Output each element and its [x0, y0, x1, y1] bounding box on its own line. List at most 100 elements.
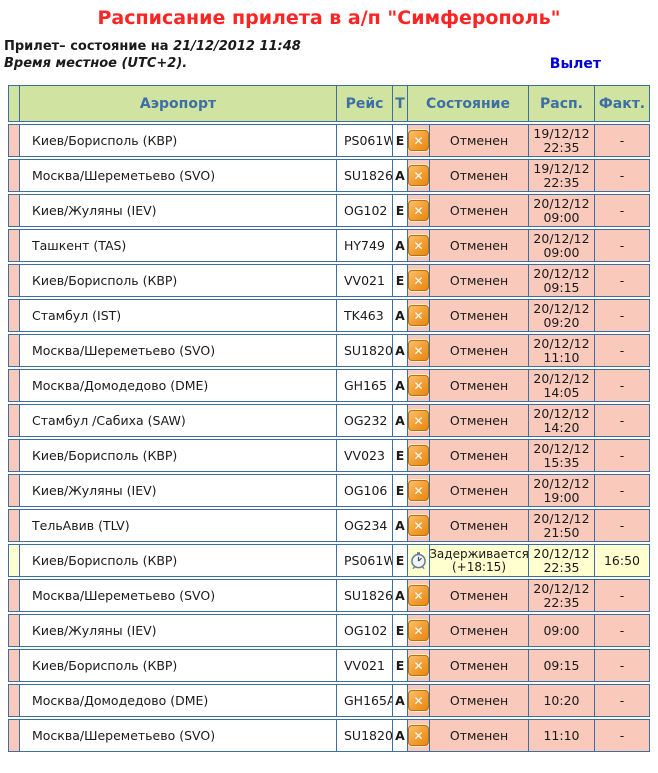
actual-cell: - [595, 265, 649, 296]
table-row: Москва/Шереметьево (SVO) SU1820 A ✕ Отме… [8, 719, 650, 752]
status-cell: Задерживается (+18:15) [430, 545, 528, 576]
cancel-x-icon: ✕ [408, 585, 429, 606]
departures-link[interactable]: Вылет [549, 56, 601, 72]
table-row: Стамбул (IST) TK463 A ✕ Отменен 20/12/12… [8, 299, 650, 332]
status-icon-cell: ✕ [408, 335, 429, 366]
flight-cell: SU1820 [337, 335, 392, 366]
actual-cell: - [595, 160, 649, 191]
flight-cell: OG102 [337, 195, 392, 226]
status-icon-cell: ✕ [408, 370, 429, 401]
table-row: Киев/Борисполь (КВР) PS061W E Задерживае… [8, 544, 650, 577]
status-cell: Отменен [430, 580, 528, 611]
table-row: Киев/Жуляны (IEV) OG106 E ✕ Отменен 20/1… [8, 474, 650, 507]
type-cell: A [393, 685, 407, 716]
airport-cell: ТельАвив (TLV) [20, 510, 336, 541]
row-status-stripe [9, 160, 19, 191]
airport-cell: Москва/Домодедово (DME) [20, 685, 336, 716]
table-row: Ташкент (TAS) HY749 A ✕ Отменен 20/12/12… [8, 229, 650, 262]
flight-cell: OG232 [337, 405, 392, 436]
actual-cell: - [595, 580, 649, 611]
cancel-x-icon: ✕ [408, 305, 429, 326]
flight-cell: HY749 [337, 230, 392, 261]
flight-cell: SU1820 [337, 720, 392, 751]
airport-cell: Стамбул /Сабиха (SAW) [20, 405, 336, 436]
flight-cell: PS061W [337, 125, 392, 156]
status-cell: Отменен [430, 615, 528, 646]
scheduled-cell: 20/12/12 21:50 [529, 510, 594, 541]
table-row: Москва/Домодедово (DME) GH165A A ✕ Отмен… [8, 684, 650, 717]
status-cell: Отменен [430, 475, 528, 506]
airport-cell: Москва/Домодедово (DME) [20, 370, 336, 401]
scheduled-cell: 20/12/12 09:20 [529, 300, 594, 331]
airport-cell: Киев/Жуляны (IEV) [20, 615, 336, 646]
status-icon-cell: ✕ [408, 125, 429, 156]
status-cell: Отменен [430, 370, 528, 401]
header-scheduled: Расп. [529, 86, 594, 121]
status-line: Прилет– состояние на 21/12/2012 11:48 [4, 38, 658, 55]
scheduled-cell: 20/12/12 09:00 [529, 230, 594, 261]
flight-cell: VV023 [337, 440, 392, 471]
type-cell: A [393, 370, 407, 401]
cancel-x-icon: ✕ [408, 375, 429, 396]
cancel-x-icon: ✕ [408, 620, 429, 641]
row-status-stripe [9, 475, 19, 506]
type-cell: E [393, 265, 407, 296]
type-cell: E [393, 615, 407, 646]
scheduled-cell: 20/12/12 09:00 [529, 195, 594, 226]
scheduled-cell: 10:20 [529, 685, 594, 716]
actual-cell: - [595, 720, 649, 751]
row-status-stripe [9, 440, 19, 471]
status-cell: Отменен [430, 405, 528, 436]
actual-cell: - [595, 335, 649, 366]
actual-cell: - [595, 300, 649, 331]
status-icon-cell: ✕ [408, 160, 429, 191]
status-icon-cell [408, 545, 429, 576]
header-actual: Факт. [595, 86, 649, 121]
actual-cell: - [595, 685, 649, 716]
cancel-x-icon: ✕ [408, 655, 429, 676]
status-cell: Отменен [430, 265, 528, 296]
header-type: Т [393, 86, 407, 121]
cancel-x-icon: ✕ [408, 690, 429, 711]
type-cell: E [393, 545, 407, 576]
status-icon-cell: ✕ [408, 685, 429, 716]
table-row: Киев/Жуляны (IEV) OG102 E ✕ Отменен 20/1… [8, 194, 650, 227]
row-status-stripe [9, 370, 19, 401]
header-stripe-cell [9, 86, 19, 121]
cancel-x-icon: ✕ [408, 445, 429, 466]
airport-cell: Стамбул (IST) [20, 300, 336, 331]
row-status-stripe [9, 685, 19, 716]
actual-cell: - [595, 230, 649, 261]
scheduled-cell: 09:15 [529, 650, 594, 681]
type-cell: A [393, 230, 407, 261]
row-status-stripe [9, 230, 19, 261]
table-row: Киев/Борисполь (КВР) VV023 E ✕ Отменен 2… [8, 439, 650, 472]
scheduled-cell: 20/12/12 22:35 [529, 545, 594, 576]
row-status-stripe [9, 650, 19, 681]
type-cell: A [393, 405, 407, 436]
status-cell: Отменен [430, 685, 528, 716]
cancel-x-icon: ✕ [408, 200, 429, 221]
type-cell: A [393, 300, 407, 331]
type-cell: E [393, 440, 407, 471]
table-body: Киев/Борисполь (КВР) PS061W E ✕ Отменен … [8, 124, 650, 752]
status-cell: Отменен [430, 300, 528, 331]
table-row: Москва/Шереметьево (SVO) SU1826 A ✕ Отме… [8, 159, 650, 192]
cancel-x-icon: ✕ [408, 410, 429, 431]
airport-cell: Ташкент (TAS) [20, 230, 336, 261]
cancel-x-icon: ✕ [408, 480, 429, 501]
status-icon-cell: ✕ [408, 615, 429, 646]
scheduled-cell: 20/12/12 14:20 [529, 405, 594, 436]
status-icon-cell: ✕ [408, 265, 429, 296]
header-airport: Аэропорт [20, 86, 336, 121]
status-icon-cell: ✕ [408, 510, 429, 541]
actual-cell: - [595, 405, 649, 436]
flight-cell: GH165A [337, 685, 392, 716]
row-status-stripe [9, 720, 19, 751]
type-cell: E [393, 195, 407, 226]
status-icon-cell: ✕ [408, 720, 429, 751]
actual-cell: - [595, 440, 649, 471]
header-status: Состояние [408, 86, 528, 121]
row-status-stripe [9, 335, 19, 366]
table-row: Стамбул /Сабиха (SAW) OG232 A ✕ Отменен … [8, 404, 650, 437]
